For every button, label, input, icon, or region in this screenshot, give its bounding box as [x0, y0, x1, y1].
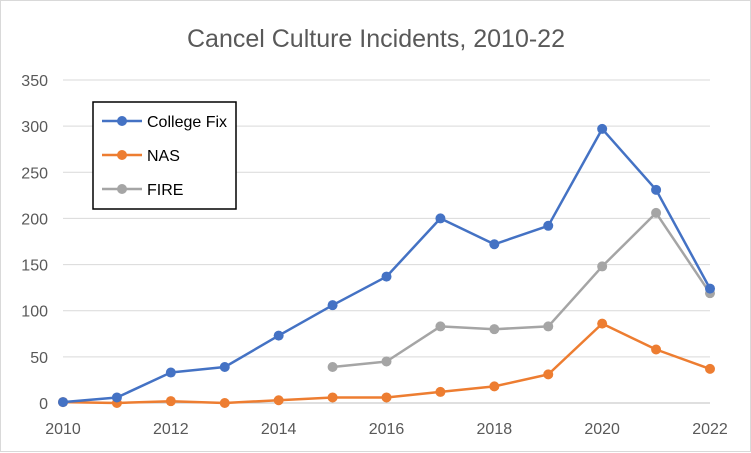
- x-tick-label: 2014: [261, 421, 297, 438]
- nas-point: [381, 392, 392, 403]
- x-tick-label: 2016: [369, 421, 405, 438]
- legend-item-college-fix: College Fix: [102, 114, 227, 131]
- y-tick-label: 200: [21, 211, 48, 228]
- y-tick-label: 250: [21, 165, 48, 182]
- x-tick-label: 2022: [692, 421, 728, 438]
- college-fix-point: [435, 213, 446, 224]
- fire-point: [435, 321, 446, 332]
- legend-label: NAS: [147, 148, 180, 165]
- legend-marker: [117, 184, 127, 194]
- college-fix-point: [651, 184, 662, 195]
- college-fix-point: [543, 220, 554, 231]
- x-tick-label: 2012: [153, 421, 189, 438]
- college-fix-point: [58, 397, 68, 408]
- fire-point: [489, 324, 500, 335]
- nas-point: [705, 363, 715, 374]
- x-axis-ticks: 2010 2012 2014 2016 2018 2020 2022: [45, 421, 728, 438]
- fire-point: [381, 356, 392, 367]
- college-fix-point: [705, 283, 715, 294]
- college-fix-point: [111, 392, 122, 403]
- legend-label: FIRE: [147, 182, 183, 199]
- nas-point: [165, 396, 176, 407]
- college-fix-point: [489, 239, 500, 250]
- nas-point: [543, 369, 554, 380]
- college-fix-point: [165, 367, 176, 378]
- y-tick-label: 150: [21, 258, 48, 275]
- legend-marker: [117, 150, 127, 160]
- nas-point: [435, 386, 446, 397]
- x-tick-label: 2020: [584, 421, 620, 438]
- college-fix-point: [597, 123, 608, 134]
- x-tick-label: 2018: [477, 421, 513, 438]
- legend-marker: [117, 116, 127, 126]
- series-fire: [327, 207, 715, 373]
- plot-series: [58, 123, 715, 408]
- nas-point: [273, 395, 284, 406]
- nas-point: [327, 392, 338, 403]
- nas-point: [597, 318, 608, 329]
- college-fix-point: [381, 271, 392, 282]
- nas-point: [651, 344, 662, 355]
- y-axis-ticks: 0 50 100 150 200 250 300 350: [21, 73, 48, 413]
- x-tick-label: 2010: [45, 421, 81, 438]
- fire-line: [332, 211, 712, 369]
- college-fix-point: [327, 300, 338, 311]
- legend-item-nas: NAS: [102, 148, 180, 165]
- y-tick-label: 350: [21, 73, 48, 90]
- fire-point: [327, 362, 338, 373]
- legend-label: College Fix: [147, 114, 227, 131]
- legend-item-fire: FIRE: [102, 182, 183, 199]
- college-fix-point: [219, 362, 230, 373]
- fire-point: [651, 207, 662, 218]
- nas-point: [489, 381, 500, 392]
- y-tick-label: 0: [39, 396, 48, 413]
- series-college-fix: [58, 123, 715, 408]
- fire-point: [597, 261, 608, 272]
- legend: College Fix NAS FIRE: [92, 101, 237, 210]
- y-tick-label: 300: [21, 119, 48, 136]
- nas-point: [219, 398, 230, 408]
- college-fix-point: [273, 330, 284, 341]
- y-tick-label: 50: [30, 350, 48, 367]
- chart-title: Cancel Culture Incidents, 2010-22: [187, 25, 565, 53]
- fire-point: [543, 321, 554, 332]
- y-tick-label: 100: [21, 304, 48, 321]
